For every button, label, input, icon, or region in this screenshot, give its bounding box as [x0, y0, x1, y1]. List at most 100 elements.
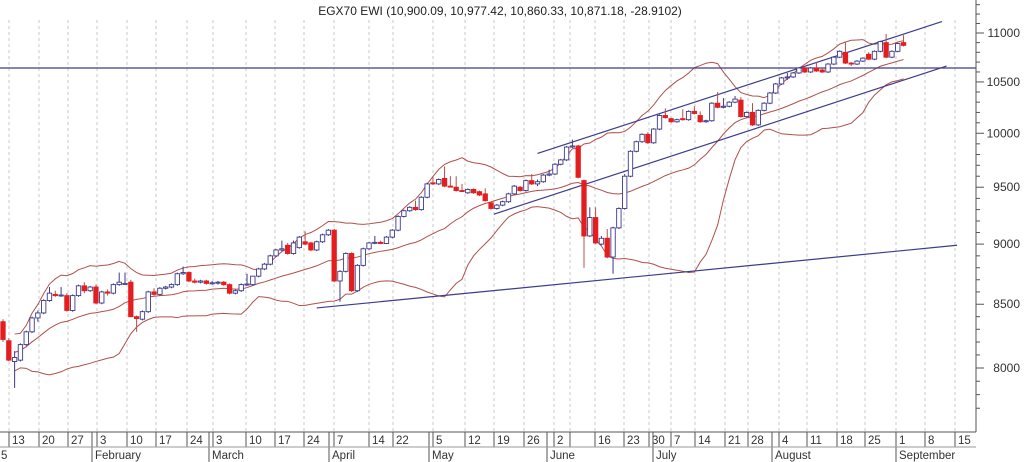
x-tick-label: 16 — [598, 435, 611, 447]
candle-body — [761, 102, 767, 111]
candle-body — [592, 217, 599, 244]
y-tick-label: 8500 — [993, 297, 1020, 311]
candle-body — [407, 206, 413, 212]
candle-down — [604, 229, 610, 259]
candle-up — [511, 185, 517, 196]
candle-body — [476, 191, 483, 196]
candle-down — [581, 179, 587, 268]
candle-down — [529, 174, 535, 186]
candle-body — [314, 241, 320, 251]
candle-body — [35, 312, 41, 319]
candle-body — [372, 241, 378, 244]
candle-down — [104, 289, 111, 296]
candle-down — [226, 283, 233, 295]
candle-body — [674, 119, 680, 123]
candle-body — [290, 242, 297, 254]
candle-body — [575, 145, 581, 178]
candle-body — [436, 179, 442, 185]
candle-body — [900, 42, 907, 46]
candle-body — [714, 102, 721, 108]
candle-body — [511, 185, 517, 195]
candle-body — [23, 331, 29, 346]
candle-body — [29, 317, 35, 333]
candle-body — [41, 300, 47, 314]
candle-up — [389, 229, 395, 239]
candle-body — [552, 163, 558, 175]
candle-body — [273, 249, 279, 257]
candle-body — [534, 181, 541, 185]
candle-body — [110, 284, 117, 294]
candle-body — [697, 115, 703, 123]
candle-up — [360, 247, 366, 267]
candle-body — [215, 281, 221, 284]
candle-up — [871, 50, 878, 61]
candle-down — [802, 67, 808, 73]
y-tick-label: 11000 — [988, 26, 1021, 40]
candle-up — [703, 119, 709, 123]
candle-down — [662, 108, 668, 119]
candle-up — [215, 280, 221, 285]
candle-up — [354, 264, 361, 292]
candle-up — [523, 179, 529, 192]
candle-up — [168, 283, 175, 289]
candle-down — [186, 271, 192, 283]
candle-up — [279, 240, 285, 252]
candle-down — [64, 293, 70, 312]
candle-body — [331, 229, 337, 282]
candle-down — [691, 106, 698, 115]
x-month-label: February — [95, 450, 141, 462]
x-month-label: September — [899, 450, 955, 462]
candle-up — [58, 287, 64, 297]
x-tick-label: 17 — [278, 435, 291, 447]
vertical-gridlines — [8, 20, 956, 432]
candle-up — [552, 163, 558, 176]
candle-up — [46, 287, 53, 302]
candle-body — [93, 286, 99, 304]
candle-body — [203, 280, 209, 284]
candle-body — [465, 188, 471, 194]
candle-up — [500, 200, 506, 207]
candle-up — [761, 102, 767, 112]
x-tick-label: 23 — [627, 435, 640, 447]
candle-up — [534, 179, 541, 187]
candle-body — [232, 290, 239, 294]
candle-body — [651, 128, 657, 144]
candle-up — [314, 240, 320, 252]
candle-up — [784, 72, 791, 80]
candle-up — [633, 140, 639, 153]
candle-up — [401, 209, 407, 218]
candle-down — [592, 207, 599, 245]
candle-body — [866, 53, 872, 60]
candle-body — [807, 67, 814, 73]
candle-body — [360, 248, 366, 266]
trendlines — [0, 21, 976, 309]
candle-body — [0, 321, 6, 340]
candle-body — [285, 244, 291, 254]
candle-up — [831, 56, 837, 66]
x-tick-label: 26 — [527, 435, 540, 447]
x-tick-label: 8 — [928, 435, 934, 447]
candle-up — [11, 351, 18, 388]
candle-down — [93, 284, 99, 305]
candle-body — [895, 43, 901, 52]
y-tick-label: 8000 — [993, 361, 1020, 375]
candle-body — [656, 115, 663, 130]
candle-up — [407, 206, 413, 212]
candle-down — [285, 242, 291, 255]
y-tick-label: 9000 — [993, 237, 1020, 251]
candle-body — [633, 141, 639, 152]
candle-down — [192, 278, 198, 284]
candle-up — [726, 101, 732, 108]
candle-body — [296, 236, 302, 249]
candle-up — [290, 240, 297, 255]
candle-body — [186, 272, 192, 282]
candle-up — [796, 67, 802, 74]
candle-body — [581, 180, 587, 237]
candle-body — [848, 62, 854, 65]
x-tick-label: 17 — [159, 435, 172, 447]
candle-up — [116, 272, 122, 286]
candle-up — [29, 316, 35, 334]
bollinger-middle — [14, 59, 904, 353]
candle-body — [709, 102, 715, 122]
